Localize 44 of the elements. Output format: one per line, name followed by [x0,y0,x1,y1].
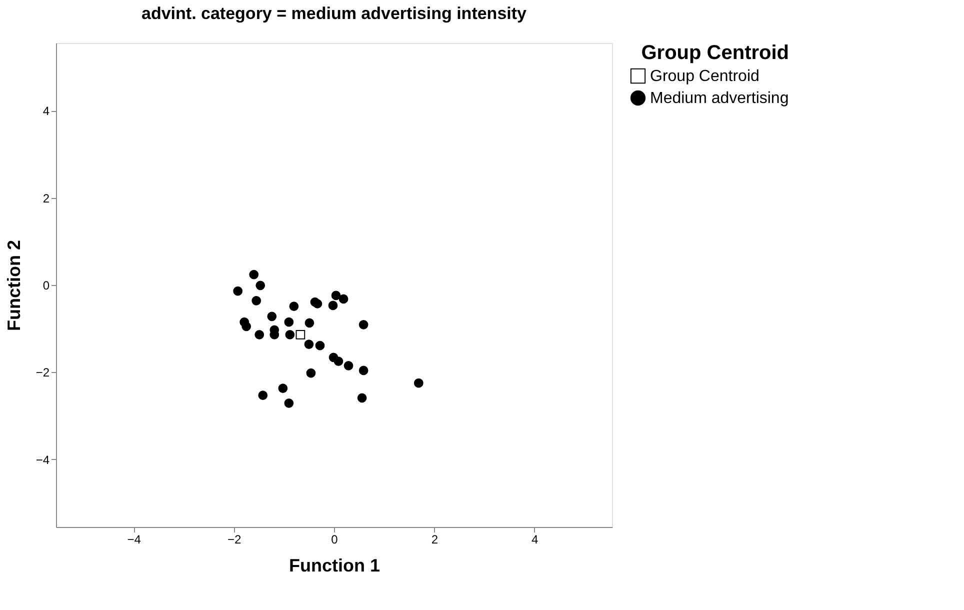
y-tick-label: 2 [42,191,50,206]
point [328,300,338,310]
x-tick-label: −2 [227,532,242,546]
point [338,294,348,304]
legend-label: Medium advertising [650,90,789,107]
point [258,390,268,400]
point [296,330,306,340]
point [233,286,243,296]
point [312,299,322,308]
point [358,320,368,330]
x-axis-title: Function 1 [289,556,380,576]
y-tick-label: −4 [36,452,50,467]
x-tick-label: −4 [127,532,142,546]
point [304,340,314,349]
y-tick-label: 4 [42,104,50,118]
point [289,302,299,312]
y-tick-label: −2 [36,366,50,380]
point [278,384,288,394]
point [304,318,314,328]
point [285,330,295,340]
point [252,296,262,306]
x-tick-label: 4 [532,532,539,546]
point [358,366,368,376]
x-tick-label: 0 [331,532,338,546]
point [249,270,259,280]
point [267,312,277,322]
y-tick-label: 0 [42,278,50,292]
point [334,356,344,366]
point [242,322,252,332]
point [254,330,264,340]
legend-label: Group Centroid [650,68,760,85]
point [284,398,294,408]
point [256,280,266,290]
legend-title: Group Centroid [641,42,789,64]
x-tick-label: 2 [431,532,438,546]
point [344,360,354,370]
point [284,317,294,327]
point [331,290,341,300]
point [315,340,325,350]
y-axis-title: Function 2 [4,240,24,331]
point [357,393,367,403]
point [414,378,424,388]
chart-title: advint. category = medium advertising intensity [142,4,528,23]
point [306,368,316,378]
